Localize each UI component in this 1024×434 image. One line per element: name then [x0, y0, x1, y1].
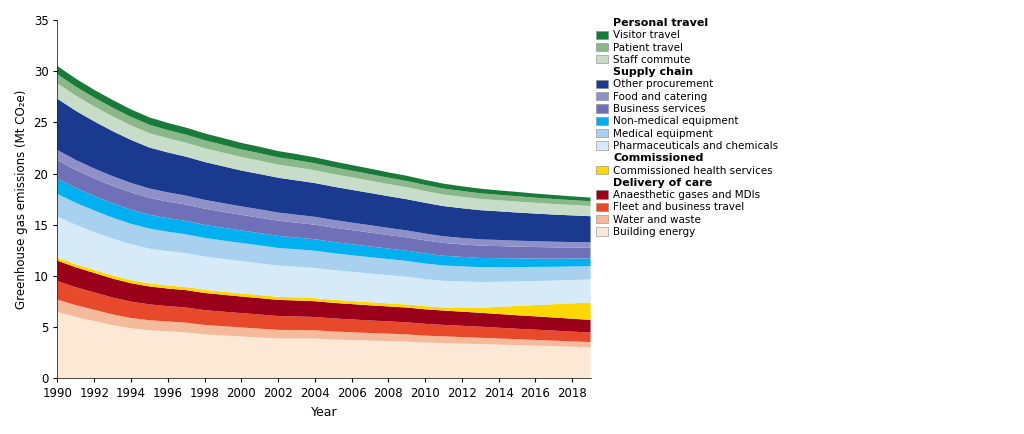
X-axis label: Year: Year: [310, 406, 337, 419]
Y-axis label: Greenhouse gas emissions (Mt CO₂e): Greenhouse gas emissions (Mt CO₂e): [15, 89, 28, 309]
Legend: Personal travel, Visitor travel, Patient travel, Staff commute, Supply chain, Ot: Personal travel, Visitor travel, Patient…: [596, 18, 778, 237]
